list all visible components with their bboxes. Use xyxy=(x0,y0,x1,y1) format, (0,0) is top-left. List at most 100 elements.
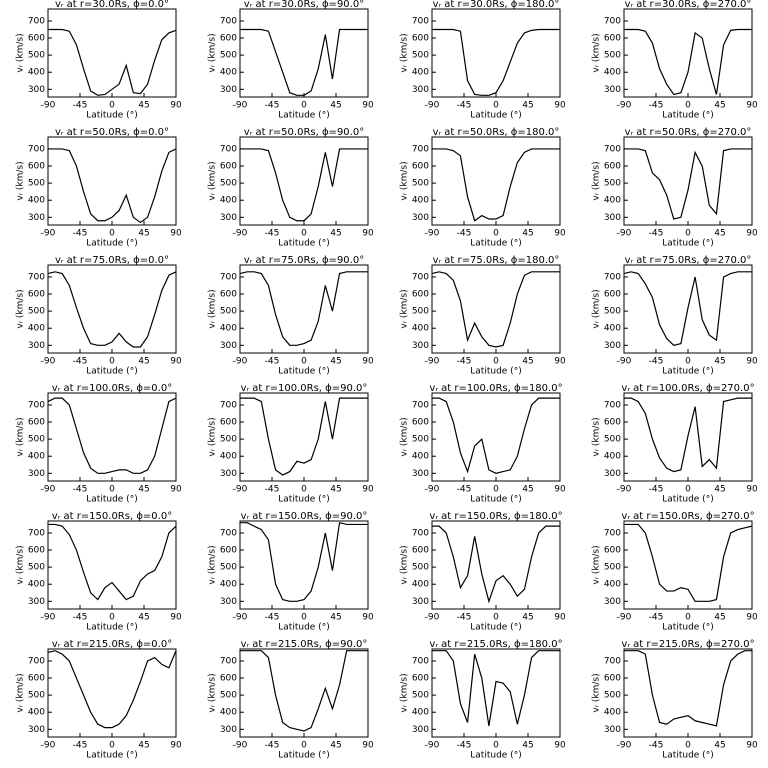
x-tick-label: 45 xyxy=(522,613,533,623)
x-tick-label: -90 xyxy=(41,741,56,751)
y-tick-label: 500 xyxy=(412,307,429,317)
y-tick-label: 400 xyxy=(412,196,429,206)
y-tick-label: 500 xyxy=(28,563,45,573)
data-line xyxy=(240,521,368,602)
y-tick-label: 300 xyxy=(28,597,45,607)
y-axis-label: vᵣ (km/s) xyxy=(400,545,410,584)
chart-title: vᵣ at r=150.0Rs, ϕ=270.0° xyxy=(621,511,754,522)
x-axis-label: Latitude (°) xyxy=(278,239,329,249)
data-line xyxy=(432,650,560,726)
x-tick-label: 90 xyxy=(746,101,758,111)
x-tick-label: 45 xyxy=(714,485,725,495)
x-tick-label: -90 xyxy=(233,229,248,239)
x-tick-label: -90 xyxy=(425,613,440,623)
data-line xyxy=(48,28,177,96)
plot-frame xyxy=(431,520,561,610)
y-tick-label: 500 xyxy=(28,435,45,445)
x-tick-label: 0 xyxy=(109,485,115,495)
data-line xyxy=(47,271,177,348)
y-tick-label: 400 xyxy=(28,68,45,78)
y-tick-label: 300 xyxy=(28,725,45,735)
y-tick-label: 700 xyxy=(28,16,45,26)
y-tick-label: 700 xyxy=(412,400,429,410)
y-tick-label: 600 xyxy=(220,418,237,428)
y-tick-label: 300 xyxy=(220,341,237,351)
x-tick-label: -45 xyxy=(265,357,280,367)
chart-title: vᵣ at r=215.0Rs, ϕ=270.0° xyxy=(621,639,754,650)
y-axis-label: vᵣ (km/s) xyxy=(400,161,410,200)
x-tick-label: -45 xyxy=(649,101,664,111)
plot-frame xyxy=(431,392,561,482)
x-tick-label: -90 xyxy=(617,485,632,495)
x-tick-label: -90 xyxy=(41,229,56,239)
x-tick-label: 90 xyxy=(554,613,566,623)
data-line xyxy=(624,397,752,473)
x-tick-label: -90 xyxy=(617,229,632,239)
x-tick-label: -90 xyxy=(41,485,56,495)
data-line xyxy=(240,397,368,476)
chart-title: vᵣ at r=50.0Rs, ϕ=270.0° xyxy=(625,127,752,138)
y-tick-label: 300 xyxy=(220,597,237,607)
y-tick-label: 600 xyxy=(412,674,429,684)
y-tick-label: 600 xyxy=(412,290,429,300)
x-tick-label: 0 xyxy=(109,741,115,751)
y-axis-label: vᵣ (km/s) xyxy=(208,545,218,584)
data-line xyxy=(240,148,368,222)
chart-title: vᵣ at r=150.0Rs, ϕ=90.0° xyxy=(241,511,368,522)
y-tick-label: 700 xyxy=(604,272,621,282)
y-tick-label: 300 xyxy=(604,597,621,607)
x-tick-label: -90 xyxy=(617,741,632,751)
x-tick-label: 45 xyxy=(330,741,341,751)
x-tick-label: 0 xyxy=(685,741,691,751)
data-line xyxy=(432,397,560,474)
y-tick-label: 400 xyxy=(220,580,237,590)
x-tick-label: 45 xyxy=(138,613,149,623)
x-tick-label: 45 xyxy=(330,101,341,111)
x-axis-label: Latitude (°) xyxy=(662,367,713,377)
y-tick-label: 600 xyxy=(220,34,237,44)
y-tick-label: 600 xyxy=(604,418,621,428)
y-axis-label: vᵣ (km/s) xyxy=(400,289,410,328)
y-tick-label: 400 xyxy=(412,452,429,462)
y-tick-label: 400 xyxy=(220,68,237,78)
y-axis-label: vᵣ (km/s) xyxy=(16,289,26,328)
y-tick-label: 600 xyxy=(604,674,621,684)
x-tick-label: -90 xyxy=(41,101,56,111)
chart-title: vᵣ at r=75.0Rs, ϕ=0.0° xyxy=(55,255,169,266)
x-tick-label: 0 xyxy=(109,229,115,239)
y-tick-label: 400 xyxy=(220,708,237,718)
x-tick-label: -45 xyxy=(73,229,88,239)
y-tick-label: 500 xyxy=(604,307,621,317)
y-tick-label: 700 xyxy=(412,656,429,666)
y-tick-label: 500 xyxy=(220,563,237,573)
data-line xyxy=(431,271,560,348)
x-tick-label: 45 xyxy=(714,357,725,367)
y-tick-label: 700 xyxy=(604,656,621,666)
x-tick-label: 0 xyxy=(493,229,499,239)
x-tick-label: 90 xyxy=(746,357,758,367)
x-tick-label: -45 xyxy=(649,485,664,495)
x-axis-label: Latitude (°) xyxy=(470,751,521,761)
chart-title: vᵣ at r=215.0Rs, ϕ=90.0° xyxy=(241,639,368,650)
x-tick-label: -45 xyxy=(265,229,280,239)
x-tick-label: -90 xyxy=(425,357,440,367)
y-tick-label: 400 xyxy=(412,324,429,334)
y-tick-label: 600 xyxy=(604,290,621,300)
y-tick-label: 500 xyxy=(412,563,429,573)
y-tick-label: 300 xyxy=(412,341,429,351)
x-tick-label: -90 xyxy=(425,101,440,111)
x-tick-label: -90 xyxy=(617,101,632,111)
y-tick-label: 500 xyxy=(220,307,237,317)
y-tick-label: 700 xyxy=(412,528,429,538)
y-tick-label: 300 xyxy=(604,469,621,479)
y-tick-label: 400 xyxy=(28,452,45,462)
data-line xyxy=(432,525,560,604)
y-tick-label: 700 xyxy=(604,400,621,410)
x-tick-label: -45 xyxy=(649,229,664,239)
y-tick-label: 600 xyxy=(28,674,45,684)
x-tick-label: 0 xyxy=(493,357,499,367)
chart-title: vᵣ at r=30.0Rs, ϕ=270.0° xyxy=(625,0,752,10)
x-axis-label: Latitude (°) xyxy=(470,623,521,633)
y-tick-label: 400 xyxy=(28,708,45,718)
